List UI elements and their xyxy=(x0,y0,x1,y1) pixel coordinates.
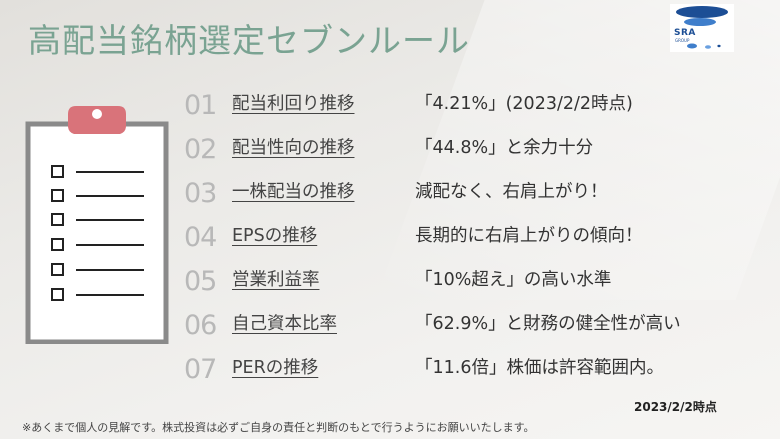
rule-number: 06 xyxy=(184,309,217,341)
logo-subtext: GROUP xyxy=(675,38,690,43)
rule-item: 一株配当の推移 xyxy=(232,182,355,202)
rule-desc: 「11.6倍」株価は許容範囲内。 xyxy=(415,358,664,378)
rule-row-05: 05 営業利益率 「10%超え」の高い水準 xyxy=(184,264,774,298)
rule-row-04: 04 EPSの推移 長期的に右肩上がりの傾向！ xyxy=(184,220,774,254)
clipboard-checklist-icon xyxy=(25,106,169,344)
rule-number: 05 xyxy=(184,265,217,297)
rule-desc: 「10%超え」の高い水準 xyxy=(415,270,612,290)
sra-logo-icon: SRA GROUP xyxy=(670,4,734,52)
rule-number: 04 xyxy=(184,221,217,253)
rule-desc: 「4.21%」(2023/2/2時点) xyxy=(415,94,633,114)
rule-number: 01 xyxy=(184,89,217,121)
rule-desc: 「44.8%」と余力十分 xyxy=(415,138,594,158)
date-note: 2023/2/2時点 xyxy=(634,400,717,414)
rule-row-03: 03 一株配当の推移 減配なく、右肩上がり！ xyxy=(184,176,774,210)
rule-desc: 減配なく、右肩上がり！ xyxy=(415,182,608,202)
rule-row-06: 06 自己資本比率 「62.9%」と財務の健全性が高い xyxy=(184,308,774,342)
page-title: 高配当銘柄選定セブンルール xyxy=(28,21,470,60)
rule-row-01: 01 配当利回り推移 「4.21%」(2023/2/2時点) xyxy=(184,88,774,122)
rule-number: 03 xyxy=(184,177,217,209)
rule-number: 02 xyxy=(184,133,217,165)
rule-row-07: 07 PERの推移 「11.6倍」株価は許容範囲内。 xyxy=(184,352,774,386)
rule-item: 配当性向の推移 xyxy=(232,138,355,158)
rule-desc: 「62.9%」と財務の健全性が高い xyxy=(415,314,681,334)
rule-item: 配当利回り推移 xyxy=(232,94,355,114)
disclaimer: ※あくまで個人の見解です。株式投資は必ずご自身の責任と判断のもとで行うようにお願… xyxy=(22,421,535,434)
logo-text: SRA xyxy=(674,28,696,38)
rule-item: PERの推移 xyxy=(232,358,319,378)
rule-number: 07 xyxy=(184,353,217,385)
rule-item: 営業利益率 xyxy=(232,270,320,290)
rule-desc: 長期的に右肩上がりの傾向！ xyxy=(415,226,643,246)
rule-item: EPSの推移 xyxy=(232,226,318,246)
rule-item: 自己資本比率 xyxy=(232,314,337,334)
rule-row-02: 02 配当性向の推移 「44.8%」と余力十分 xyxy=(184,132,774,166)
